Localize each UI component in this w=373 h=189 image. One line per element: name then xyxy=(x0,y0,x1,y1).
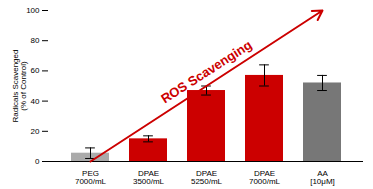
svg-text:0: 0 xyxy=(35,157,40,166)
svg-text:100: 100 xyxy=(26,6,40,15)
svg-text:40: 40 xyxy=(31,97,40,106)
svg-text:DPAE5250/mL: DPAE5250/mL xyxy=(191,169,223,186)
svg-text:PEG7000/mL: PEG7000/mL xyxy=(75,169,107,186)
svg-text:AA[10μM]: AA[10μM] xyxy=(310,169,335,186)
svg-text:Radicals Scavenged(% of Contro: Radicals Scavenged(% of Control) xyxy=(11,50,28,123)
svg-text:DPAE7000/mL: DPAE7000/mL xyxy=(249,169,281,186)
svg-text:60: 60 xyxy=(31,66,40,75)
svg-text:ROS Scavenging: ROS Scavenging xyxy=(158,37,254,106)
svg-text:20: 20 xyxy=(31,127,40,136)
svg-text:DPAE3500/mL: DPAE3500/mL xyxy=(133,169,165,186)
svg-text:80: 80 xyxy=(31,36,40,45)
